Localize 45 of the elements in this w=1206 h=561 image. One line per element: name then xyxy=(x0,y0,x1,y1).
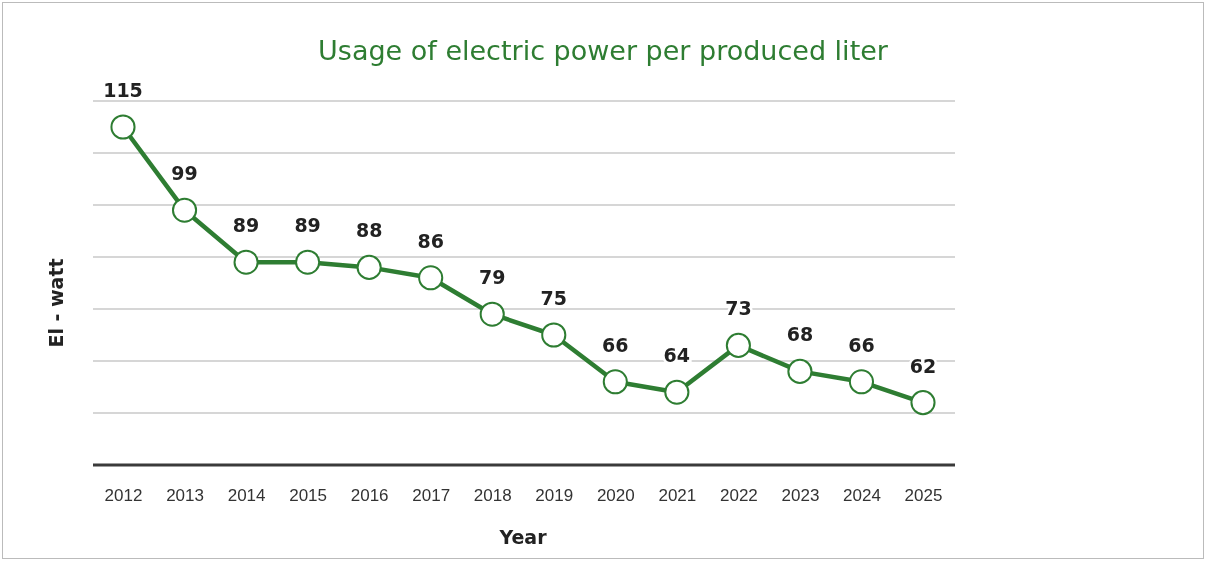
point xyxy=(541,322,567,348)
data-label: 64 xyxy=(663,344,691,367)
data-label: 99 xyxy=(171,162,198,185)
point xyxy=(848,369,875,395)
point xyxy=(171,197,198,223)
point xyxy=(787,358,813,384)
data-label: 75 xyxy=(540,287,567,309)
y-axis-title: El - watt xyxy=(45,258,67,348)
x-axis-title: Year xyxy=(498,526,548,548)
point xyxy=(664,379,690,405)
point xyxy=(418,265,444,291)
x-tick-label: 2023 xyxy=(781,486,820,506)
data-label: 86 xyxy=(417,229,444,252)
x-tick-label: 2017 xyxy=(412,486,451,506)
x-tick-label: 2024 xyxy=(843,486,881,506)
point xyxy=(725,332,751,358)
data-label: 62 xyxy=(909,354,937,377)
point xyxy=(295,249,321,275)
data-label: 79 xyxy=(479,266,506,289)
x-tick-label: 2018 xyxy=(473,486,512,506)
x-tick-label: 2020 xyxy=(596,486,635,506)
x-tick-label: 2016 xyxy=(350,486,389,506)
chart-title: Usage of electric power per produced liter xyxy=(318,35,889,66)
data-label: 115 xyxy=(103,79,143,101)
point xyxy=(356,254,382,280)
point xyxy=(910,390,936,416)
x-tick-label: 2015 xyxy=(289,486,328,506)
x-tick-label: 2019 xyxy=(535,486,574,506)
x-tick-label: 2014 xyxy=(227,486,266,506)
x-tick-label: 2022 xyxy=(719,486,758,506)
data-label: 68 xyxy=(786,323,814,346)
point xyxy=(110,114,136,140)
data-label: 88 xyxy=(355,219,383,242)
point xyxy=(602,369,628,395)
x-tick-label: 2012 xyxy=(104,486,143,506)
x-tick-label: 2021 xyxy=(658,486,697,506)
data-label: 66 xyxy=(602,333,629,356)
x-tick-label: 2025 xyxy=(904,486,943,506)
data-label: 73 xyxy=(725,297,752,320)
point xyxy=(233,249,259,275)
data-label: 89 xyxy=(294,214,321,237)
x-tick-label: 2013 xyxy=(166,486,204,506)
data-label: 89 xyxy=(232,214,260,237)
data-label: 66 xyxy=(848,333,875,356)
point xyxy=(479,301,505,327)
